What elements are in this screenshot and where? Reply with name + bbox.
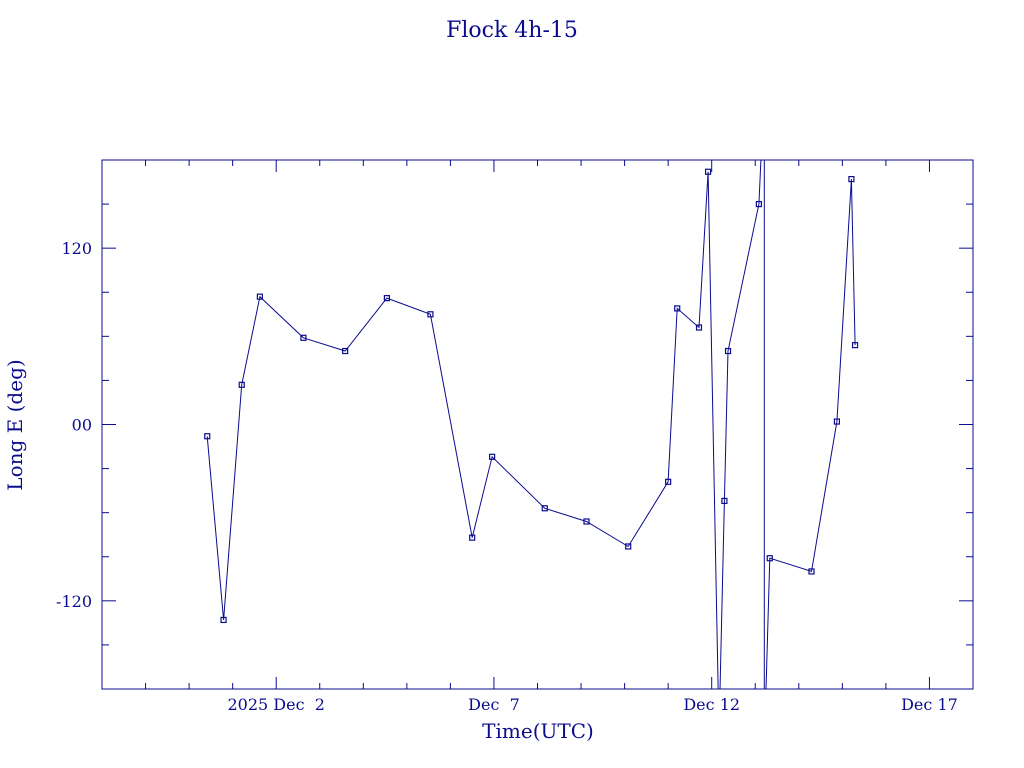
data-point bbox=[625, 543, 632, 550]
y-axis-label: Long E (deg) bbox=[3, 359, 27, 490]
data-point bbox=[541, 505, 548, 512]
data-point bbox=[204, 433, 211, 440]
x-axis-label: Time(UTC) bbox=[482, 719, 594, 743]
y-tick-label: 00 bbox=[72, 416, 92, 435]
chart-title: Flock 4h-15 bbox=[446, 18, 578, 43]
x-tick-label: Dec 12 bbox=[683, 695, 740, 714]
y-tick-label: -120 bbox=[56, 592, 92, 611]
data-point bbox=[766, 555, 773, 562]
data-point bbox=[383, 295, 390, 302]
y-axis-ticks bbox=[102, 203, 973, 646]
data-point bbox=[808, 568, 815, 575]
y-axis-tick-labels: 120 00 -120 bbox=[56, 239, 92, 611]
series-layer bbox=[204, 160, 859, 689]
x-axis-ticks bbox=[145, 160, 930, 689]
data-point bbox=[238, 381, 245, 388]
x-tick-label: Dec 7 bbox=[468, 695, 520, 714]
data-point bbox=[848, 176, 855, 183]
data-point bbox=[674, 305, 681, 312]
x-tick-label: Dec 17 bbox=[901, 695, 958, 714]
data-point bbox=[851, 342, 859, 349]
data-point bbox=[755, 200, 762, 208]
x-tick-label: 2025 Dec 2 bbox=[227, 695, 324, 714]
data-point bbox=[300, 334, 307, 341]
data-point bbox=[695, 324, 703, 331]
x-axis-tick-labels: 2025 Dec 2 Dec 7 Dec 12 Dec 17 bbox=[227, 695, 957, 714]
y-tick-label: 120 bbox=[61, 239, 92, 258]
data-point bbox=[427, 311, 434, 318]
data-point bbox=[721, 497, 728, 505]
plot-frame bbox=[101, 159, 974, 690]
data-point bbox=[704, 168, 712, 175]
data-point bbox=[583, 518, 590, 525]
data-point bbox=[665, 478, 672, 485]
data-point bbox=[724, 347, 732, 355]
data-point bbox=[489, 453, 496, 460]
data-point bbox=[342, 347, 349, 355]
data-point bbox=[833, 418, 841, 425]
series-line bbox=[206, 160, 856, 689]
data-point bbox=[256, 293, 263, 300]
data-point bbox=[220, 616, 227, 624]
data-point bbox=[469, 534, 476, 541]
